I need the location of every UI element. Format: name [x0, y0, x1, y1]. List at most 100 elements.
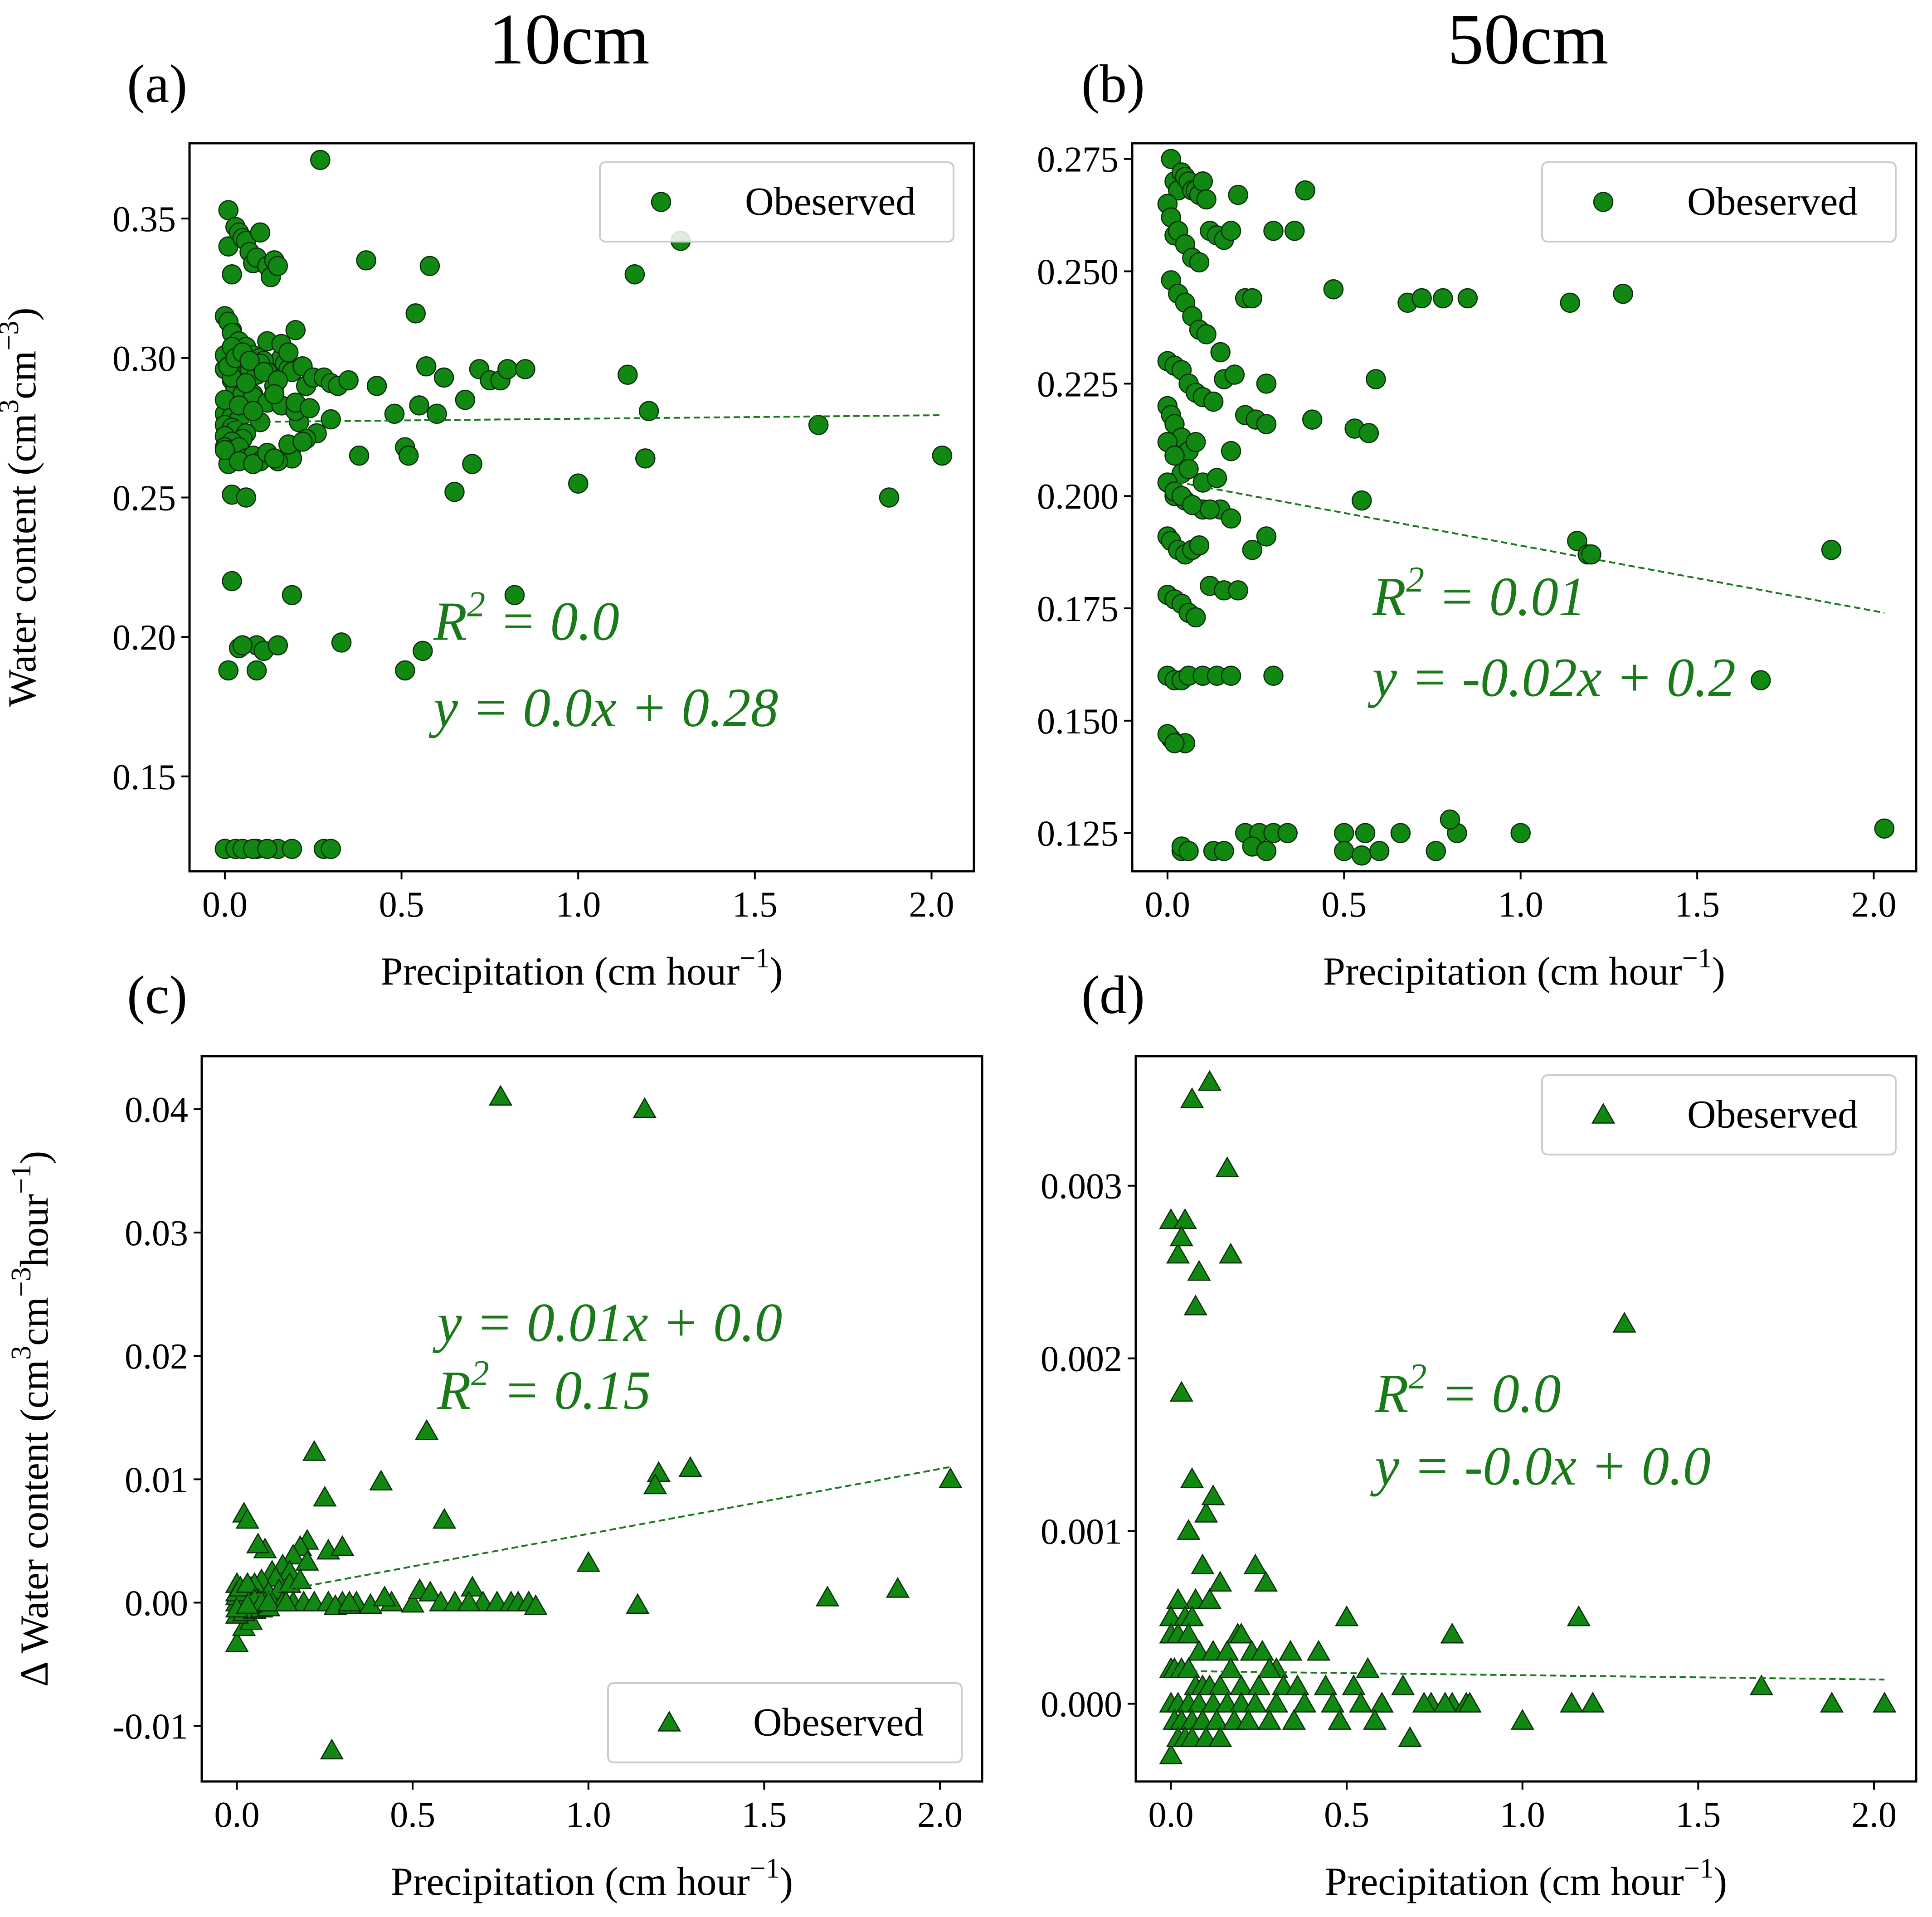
data-point — [257, 1590, 281, 1611]
axes-frame — [188, 142, 975, 873]
data-point — [1820, 1692, 1844, 1713]
legend-label: Obeserved — [1687, 1093, 1858, 1137]
panel-label: (b) — [1081, 53, 1145, 114]
x-tick-label: 0.0 — [1145, 885, 1190, 925]
data-point — [1221, 508, 1241, 529]
equation-text: R — [433, 591, 467, 652]
y-tick-label: 0.150 — [1037, 702, 1119, 742]
data-point — [1426, 841, 1446, 861]
column-title-10cm: 10cm — [488, 0, 649, 79]
data-point — [268, 635, 288, 655]
data-point — [1182, 495, 1202, 515]
x-axis-label-text: Precipitation (cm hour — [380, 950, 740, 994]
y-axis-label: Δ Water content (cm3cm−3hour−1) — [6, 1151, 57, 1687]
data-point — [1254, 1571, 1278, 1592]
data-point — [330, 1535, 355, 1556]
x-axis-label: Precipitation (cm hour−1) — [380, 943, 783, 994]
x-axis-label-end: ) — [780, 1860, 793, 1904]
data-point — [1581, 544, 1601, 565]
data-point — [235, 1572, 259, 1593]
x-axis-label-superscript: −1 — [750, 1853, 780, 1884]
equation-superscript: 2 — [1406, 560, 1424, 600]
data-point — [1180, 1087, 1204, 1108]
data-point — [264, 384, 285, 405]
data-point — [1285, 1674, 1309, 1695]
legend-box — [1541, 1074, 1897, 1155]
data-point — [1250, 1640, 1275, 1661]
data-point — [1243, 1692, 1267, 1713]
y-tick-label: 0.000 — [1041, 1685, 1122, 1725]
y-axis-label-superscript: −3 — [0, 321, 24, 351]
data-point — [1749, 1674, 1774, 1695]
data-point — [455, 389, 476, 410]
data-point — [1221, 441, 1241, 461]
y-axis-label-superscript: −1 — [6, 1164, 37, 1194]
data-point — [1192, 171, 1213, 192]
data-point — [1221, 665, 1241, 686]
data-point — [310, 150, 331, 170]
data-point — [457, 1590, 481, 1611]
data-point — [1200, 499, 1220, 520]
panel-label: (c) — [127, 965, 187, 1025]
data-point — [643, 1473, 667, 1495]
equation-text-rest: = 0.0 — [1427, 1363, 1561, 1424]
data-point — [624, 264, 645, 285]
equation-line-1: R2 = 0.0 — [1374, 1357, 1561, 1424]
axes-frame — [200, 1055, 983, 1783]
y-axis-label-text: cm — [13, 1297, 57, 1346]
data-point — [1391, 1674, 1415, 1695]
data-point — [1873, 1692, 1897, 1713]
data-point — [416, 356, 437, 377]
data-point — [282, 585, 302, 606]
x-tick-label: 1.5 — [741, 1795, 787, 1835]
y-axis-label-superscript: −3 — [6, 1267, 37, 1297]
data-point — [1215, 1640, 1239, 1661]
y-tick-label: 0.15 — [112, 757, 176, 797]
legend-label: Obeserved — [745, 180, 915, 224]
data-point — [1334, 1605, 1359, 1626]
equation-text-rest: = 0.15 — [489, 1360, 651, 1421]
data-point — [400, 1592, 425, 1613]
data-point — [236, 487, 256, 508]
y-tick-label: 0.125 — [1037, 814, 1119, 854]
panels: (a) 0.0 0.5 1.0 1.5 2.0 0.15 0.20 0.25 0.30 0.35 Pr… — [0, 53, 1917, 1904]
panel-b: (b) 0.0 0.5 1.0 1.5 2.0 0.125 0.150 0.175 0.200 0.… — [1037, 53, 1917, 994]
data-point — [433, 367, 454, 388]
data-point — [1173, 1208, 1197, 1229]
x-axis-label-superscript: −1 — [740, 943, 769, 974]
x-tick-label: 0.5 — [1321, 885, 1367, 925]
data-point — [1292, 1692, 1317, 1713]
x-tick-label: 1.0 — [566, 1795, 611, 1835]
legend-box — [1541, 161, 1897, 243]
y-axis-label-text: ) — [0, 307, 44, 320]
data-point — [1263, 221, 1284, 241]
data-point — [1567, 531, 1587, 551]
y-axis-label-text: cm — [0, 351, 44, 400]
data-point — [331, 632, 352, 653]
data-point — [1169, 1381, 1193, 1402]
legend-box — [607, 1682, 963, 1763]
data-point — [1194, 1502, 1218, 1523]
column-title-50cm: 50cm — [1447, 0, 1608, 79]
data-point — [1457, 288, 1478, 309]
x-axis-label-text: Precipitation (cm hour — [391, 1860, 750, 1904]
y-tick-label: 0.25 — [112, 478, 176, 518]
data-point — [413, 641, 433, 661]
data-point — [1369, 841, 1390, 861]
data-point — [250, 222, 271, 243]
equation-text-rest: = 0.01 — [1424, 566, 1586, 627]
data-point — [1560, 292, 1580, 313]
data-points — [225, 1085, 963, 1760]
x-tick-label: 1.0 — [1498, 885, 1543, 925]
data-point — [1458, 1692, 1482, 1713]
data-point — [1411, 288, 1432, 309]
data-point — [337, 1590, 361, 1611]
data-point — [1196, 189, 1217, 210]
data-point — [1342, 1674, 1366, 1695]
data-point — [1263, 665, 1284, 686]
data-point — [1285, 221, 1305, 241]
equation-text: y = -0.0x + 0.0 — [1370, 1436, 1711, 1497]
data-point — [243, 454, 263, 474]
legend-circle-marker — [1593, 192, 1614, 212]
data-point — [1613, 283, 1633, 304]
